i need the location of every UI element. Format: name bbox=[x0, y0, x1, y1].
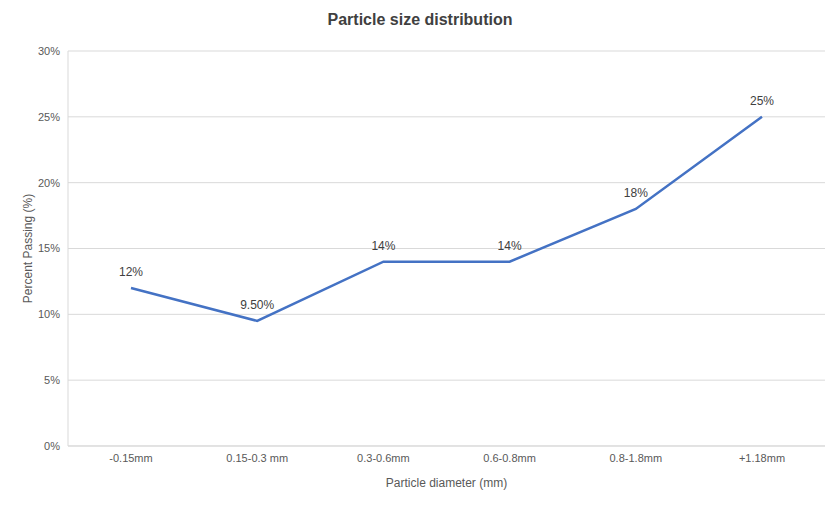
svg-text:0.3-0.6mm: 0.3-0.6mm bbox=[357, 452, 410, 464]
svg-text:+1.18mm: +1.18mm bbox=[739, 452, 785, 464]
svg-text:0%: 0% bbox=[44, 440, 60, 452]
svg-text:12%: 12% bbox=[119, 265, 143, 279]
svg-text:30%: 30% bbox=[38, 45, 60, 57]
svg-text:25%: 25% bbox=[750, 94, 774, 108]
html-text:Particle size distribution: Particle size distribution bbox=[327, 11, 513, 28]
svg-text:0.6-0.8mm: 0.6-0.8mm bbox=[483, 452, 536, 464]
svg-text:9.50%: 9.50% bbox=[240, 298, 274, 312]
svg-text:0.15-0.3 mm: 0.15-0.3 mm bbox=[226, 452, 288, 464]
svg-text:20%: 20% bbox=[38, 177, 60, 189]
svg-text:14%: 14% bbox=[498, 239, 522, 253]
svg-text:Particle diameter (mm): Particle diameter (mm) bbox=[386, 476, 507, 490]
svg-text:-0.15mm: -0.15mm bbox=[109, 452, 152, 464]
svg-text:5%: 5% bbox=[44, 374, 60, 386]
svg-text:Percent Passing (%): Percent Passing (%) bbox=[21, 194, 35, 303]
svg-text:14%: 14% bbox=[371, 239, 395, 253]
svg-text:18%: 18% bbox=[624, 186, 648, 200]
svg-text:10%: 10% bbox=[38, 308, 60, 320]
svg-text:15%: 15% bbox=[38, 242, 60, 254]
svg-text:25%: 25% bbox=[38, 111, 60, 123]
svg-text:0.8-1.8mm: 0.8-1.8mm bbox=[610, 452, 663, 464]
